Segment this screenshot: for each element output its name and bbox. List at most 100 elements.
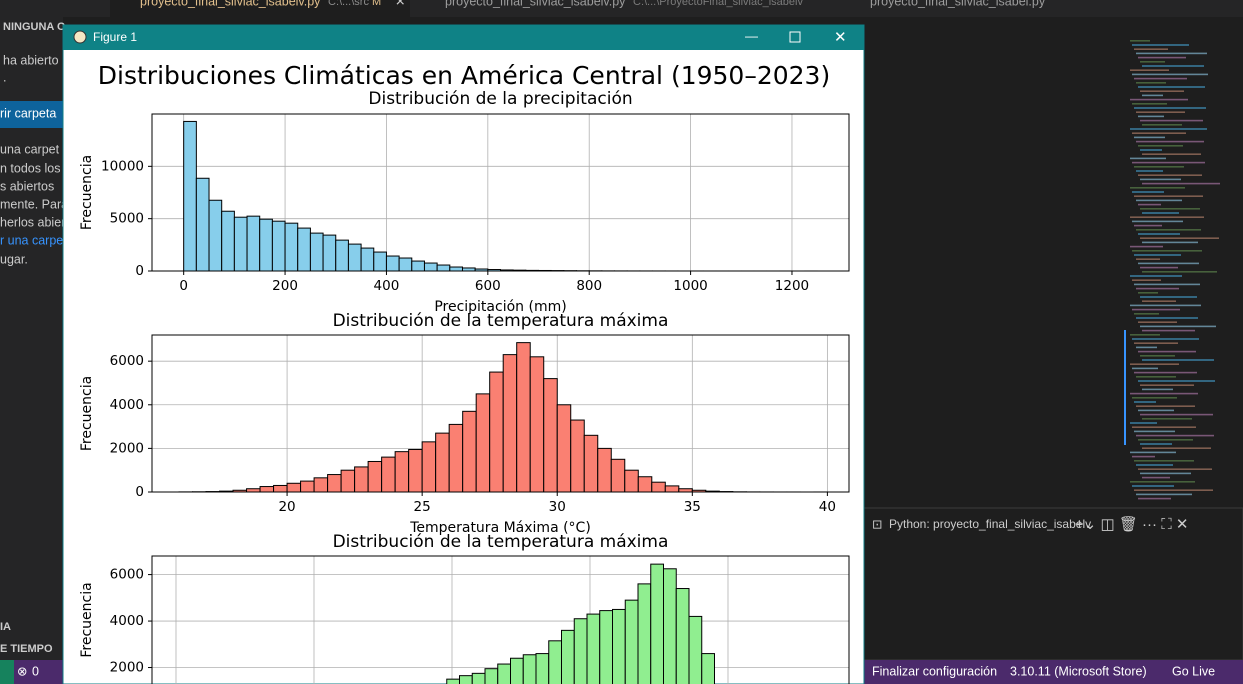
minimap-line xyxy=(1130,422,1157,424)
minimize-button[interactable]: — xyxy=(745,28,758,43)
tab-close[interactable]: ✕ xyxy=(395,0,405,8)
minimap-line xyxy=(1134,224,1162,227)
axes xyxy=(152,556,849,684)
y-tick-label: 10000 xyxy=(101,158,144,174)
minimap-line xyxy=(1140,296,1197,298)
sidebar-link[interactable]: r una carpe xyxy=(0,233,63,247)
minimap-line xyxy=(1132,367,1158,370)
minimap-line xyxy=(1138,350,1196,353)
minimap-line xyxy=(1142,447,1211,449)
status-errors[interactable]: 0 xyxy=(32,664,39,678)
minimap-line xyxy=(1142,418,1192,420)
y-tick-label: 6000 xyxy=(110,567,144,583)
minimap-line xyxy=(1132,161,1205,164)
histogram-bar xyxy=(612,608,626,684)
sidebar-section[interactable]: IA xyxy=(0,621,11,633)
y-tick-label: 0 xyxy=(135,263,144,279)
y-axis-label: Frecuencia xyxy=(79,155,95,230)
y-axis-label: Frecuencia xyxy=(79,582,95,657)
tab-name[interactable]: proyecto_final_silviac_isabelv.py xyxy=(445,0,626,8)
histogram-bar xyxy=(529,356,545,492)
x-axis-label: Temperatura Máxima (°C) xyxy=(409,520,591,536)
minimap-line xyxy=(1134,254,1181,256)
x-tick-label: 1200 xyxy=(775,278,809,294)
close-button[interactable]: ✕ xyxy=(834,29,847,46)
tab-status: M xyxy=(372,0,381,8)
minimap-line xyxy=(1138,439,1193,441)
histogram-bar xyxy=(421,441,437,492)
y-tick-label: 2000 xyxy=(110,440,144,456)
status-item[interactable]: Go Live xyxy=(1172,664,1215,678)
minimap-line xyxy=(1136,434,1214,437)
x-tick-label: 0 xyxy=(179,278,188,294)
histogram-bar xyxy=(271,220,286,271)
minimap-line xyxy=(1136,493,1192,496)
tab-name[interactable]: proyecto_final_silviac_isabelv.py xyxy=(140,0,321,8)
histogram-bar xyxy=(347,243,362,271)
minimap-line xyxy=(1134,166,1184,168)
minimap-line xyxy=(1138,56,1186,59)
minimap-line xyxy=(1132,250,1202,252)
terminal-title[interactable]: Python: proyecto_final_silviac_isabelv xyxy=(889,517,1091,531)
histogram-bar xyxy=(259,486,275,492)
minimap-line xyxy=(1136,287,1179,290)
minimap-line xyxy=(1134,48,1168,50)
histogram-bar xyxy=(651,481,666,492)
minimap-line xyxy=(1142,271,1217,273)
histogram-bar xyxy=(471,672,486,684)
histogram-bar xyxy=(497,663,511,684)
button-label[interactable]: rir carpeta xyxy=(0,106,56,120)
remote-indicator[interactable] xyxy=(0,660,14,684)
minimap-line xyxy=(1136,52,1207,55)
sidebar-text: ugar. xyxy=(0,252,28,266)
maximize-button[interactable] xyxy=(789,31,801,43)
histogram-bar xyxy=(586,613,601,684)
minimap-line xyxy=(1130,216,1204,218)
histogram-bar xyxy=(570,419,585,492)
minimap xyxy=(1124,40,1220,500)
axes-frame xyxy=(151,555,850,684)
window-titlebar xyxy=(63,25,864,50)
histogram-bar xyxy=(313,477,329,492)
y-axis-label: Frecuencia xyxy=(79,376,95,451)
minimap-line xyxy=(1140,472,1191,475)
minimap-line xyxy=(1138,497,1171,500)
minimap-line xyxy=(1134,489,1213,491)
minimap-line xyxy=(1132,103,1167,105)
histogram-bar xyxy=(583,434,599,492)
minimap-line xyxy=(1132,338,1199,340)
status-item[interactable]: Finalizar configuración xyxy=(872,664,997,678)
tab-name[interactable]: proyecto_final_silviac_isabel.py xyxy=(870,0,1046,8)
minimap-line xyxy=(1136,82,1166,84)
minimap-line xyxy=(1132,279,1161,281)
terminal-actions[interactable]: +⌄ ◫ 🗑 ··· ⛶ ✕ xyxy=(1075,516,1188,533)
x-tick-label: 40 xyxy=(819,499,836,515)
minimap-line xyxy=(1130,187,1185,189)
minimap-line xyxy=(1130,245,1163,248)
x-tick-label: 800 xyxy=(576,278,602,294)
status-item[interactable]: 3.10.11 (Microsoft Store) xyxy=(1010,664,1147,678)
minimap-line xyxy=(1136,140,1204,143)
histogram-bar xyxy=(286,482,302,492)
sidebar-section[interactable]: E TIEMPO xyxy=(0,643,53,655)
minimap-line xyxy=(1142,65,1204,67)
minimap-line xyxy=(1130,69,1169,71)
minimap-line xyxy=(1142,182,1220,185)
histogram-bar xyxy=(335,239,349,271)
histogram-bar xyxy=(381,456,396,492)
histogram-bar xyxy=(543,378,558,492)
tab[interactable] xyxy=(110,0,410,17)
histogram-bar xyxy=(522,654,537,684)
minimap-line xyxy=(1140,90,1184,92)
histogram-bar xyxy=(637,583,652,684)
minimap-line xyxy=(1130,40,1150,42)
chart-title: Distribución de la temperatura máxima xyxy=(333,311,669,331)
minimap-line xyxy=(1134,136,1165,139)
histogram-bar xyxy=(394,451,410,492)
histogram-bar xyxy=(367,460,383,492)
open-folder-button[interactable] xyxy=(0,101,63,128)
histogram-bar xyxy=(610,458,626,492)
minimap-line xyxy=(1132,455,1155,458)
x-axis-label: Precipitación (mm) xyxy=(434,299,566,315)
